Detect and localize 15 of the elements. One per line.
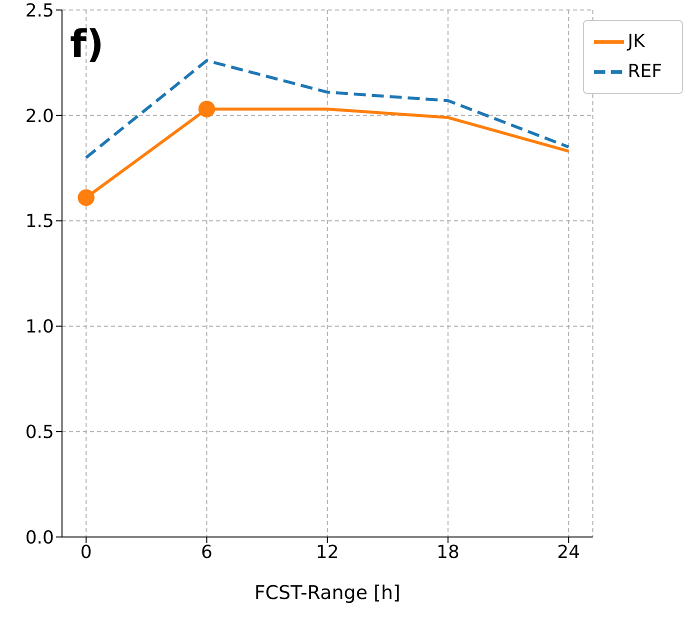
legend-label: REF <box>628 60 662 82</box>
y-tick-label: 0.0 <box>25 527 54 548</box>
x-tick-label: 6 <box>201 542 212 563</box>
x-tick-label: 0 <box>80 542 92 563</box>
y-tick-label: 2.0 <box>25 106 54 127</box>
x-axis-title: FCST-Range [h] <box>254 582 400 604</box>
y-tick-label: 0.5 <box>25 422 54 443</box>
x-tick-label: 18 <box>436 542 460 563</box>
x-tick-label: 24 <box>557 542 580 563</box>
x-tick-label: 12 <box>316 542 339 563</box>
y-tick-label: 1.5 <box>25 211 54 232</box>
y-tick-label: 1.0 <box>25 316 54 338</box>
annotation: f) <box>70 22 104 66</box>
legend-label: JK <box>628 30 645 52</box>
y-tick-label: 2.5 <box>25 0 54 22</box>
